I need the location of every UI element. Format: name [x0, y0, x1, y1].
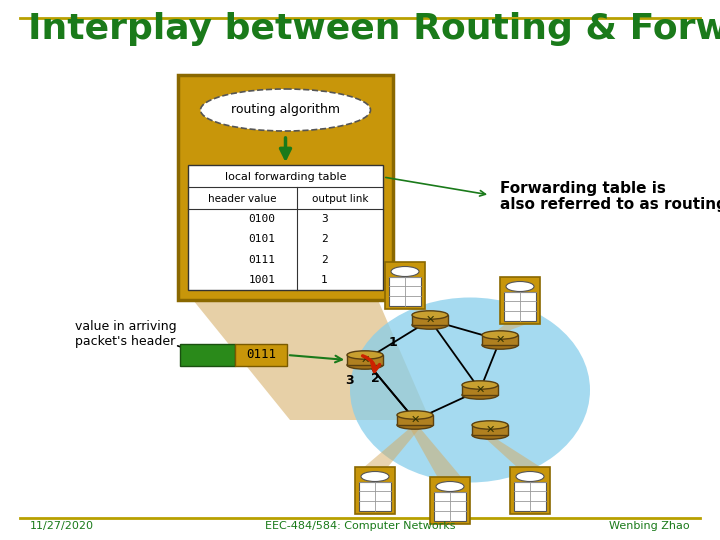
Ellipse shape — [397, 421, 433, 429]
Text: 11/27/2020: 11/27/2020 — [30, 521, 94, 531]
Ellipse shape — [347, 361, 383, 369]
Text: 3: 3 — [321, 214, 328, 224]
FancyBboxPatch shape — [412, 315, 448, 325]
Text: 0100: 0100 — [248, 214, 276, 224]
Text: header value: header value — [208, 194, 277, 204]
Text: ✕: ✕ — [475, 385, 485, 395]
Text: ✕: ✕ — [485, 425, 495, 435]
Polygon shape — [363, 428, 420, 468]
Ellipse shape — [482, 341, 518, 349]
Text: Forwarding table is: Forwarding table is — [500, 180, 666, 195]
Text: 3: 3 — [346, 374, 354, 387]
FancyBboxPatch shape — [397, 415, 433, 425]
FancyBboxPatch shape — [235, 344, 287, 366]
Text: output link: output link — [312, 194, 369, 204]
Text: also referred to as routing table: also referred to as routing table — [500, 198, 720, 213]
Text: ✕: ✕ — [495, 335, 505, 345]
FancyBboxPatch shape — [178, 75, 393, 300]
FancyBboxPatch shape — [389, 276, 421, 306]
Ellipse shape — [347, 351, 383, 359]
Ellipse shape — [482, 331, 518, 339]
FancyBboxPatch shape — [188, 165, 383, 290]
Text: ✕: ✕ — [410, 415, 420, 425]
Text: Wenbing Zhao: Wenbing Zhao — [609, 521, 690, 531]
FancyBboxPatch shape — [514, 482, 546, 510]
Text: local forwarding table: local forwarding table — [225, 172, 346, 182]
Polygon shape — [485, 438, 542, 468]
Text: 1: 1 — [389, 335, 397, 348]
FancyBboxPatch shape — [510, 467, 550, 514]
Text: 0101: 0101 — [248, 234, 276, 245]
Text: value in arriving
packet's header: value in arriving packet's header — [75, 320, 176, 348]
Polygon shape — [495, 322, 532, 332]
Ellipse shape — [472, 431, 508, 439]
Text: ✕: ✕ — [360, 355, 369, 365]
FancyBboxPatch shape — [430, 476, 470, 523]
Text: EEC-484/584: Computer Networks: EEC-484/584: Computer Networks — [265, 521, 455, 531]
Text: 1: 1 — [321, 275, 328, 285]
Ellipse shape — [472, 421, 508, 429]
FancyBboxPatch shape — [359, 482, 391, 510]
Polygon shape — [193, 300, 430, 420]
FancyBboxPatch shape — [180, 344, 235, 366]
Text: 0111: 0111 — [246, 348, 276, 361]
Ellipse shape — [462, 381, 498, 389]
Ellipse shape — [200, 89, 371, 131]
FancyBboxPatch shape — [434, 491, 466, 521]
Ellipse shape — [391, 267, 419, 276]
Text: Interplay between Routing & Forwarding: Interplay between Routing & Forwarding — [28, 12, 720, 46]
Ellipse shape — [397, 411, 433, 419]
Ellipse shape — [412, 321, 448, 329]
Ellipse shape — [412, 311, 448, 319]
Polygon shape — [410, 428, 462, 478]
Text: routing algorithm: routing algorithm — [231, 104, 340, 117]
Text: 0111: 0111 — [248, 255, 276, 265]
Text: ✕: ✕ — [426, 315, 435, 325]
FancyBboxPatch shape — [385, 261, 425, 308]
Ellipse shape — [350, 298, 590, 483]
Ellipse shape — [506, 281, 534, 292]
Text: 2: 2 — [371, 372, 379, 384]
FancyBboxPatch shape — [500, 276, 540, 323]
Ellipse shape — [462, 391, 498, 399]
Text: 1001: 1001 — [248, 275, 276, 285]
Text: 2: 2 — [321, 234, 328, 245]
FancyBboxPatch shape — [462, 385, 498, 395]
Ellipse shape — [361, 471, 389, 482]
FancyBboxPatch shape — [355, 467, 395, 514]
FancyBboxPatch shape — [482, 335, 518, 345]
FancyBboxPatch shape — [347, 355, 383, 365]
FancyBboxPatch shape — [504, 292, 536, 321]
Polygon shape — [393, 307, 435, 312]
FancyBboxPatch shape — [472, 425, 508, 435]
Ellipse shape — [436, 482, 464, 491]
Ellipse shape — [516, 471, 544, 482]
Text: 2: 2 — [321, 255, 328, 265]
